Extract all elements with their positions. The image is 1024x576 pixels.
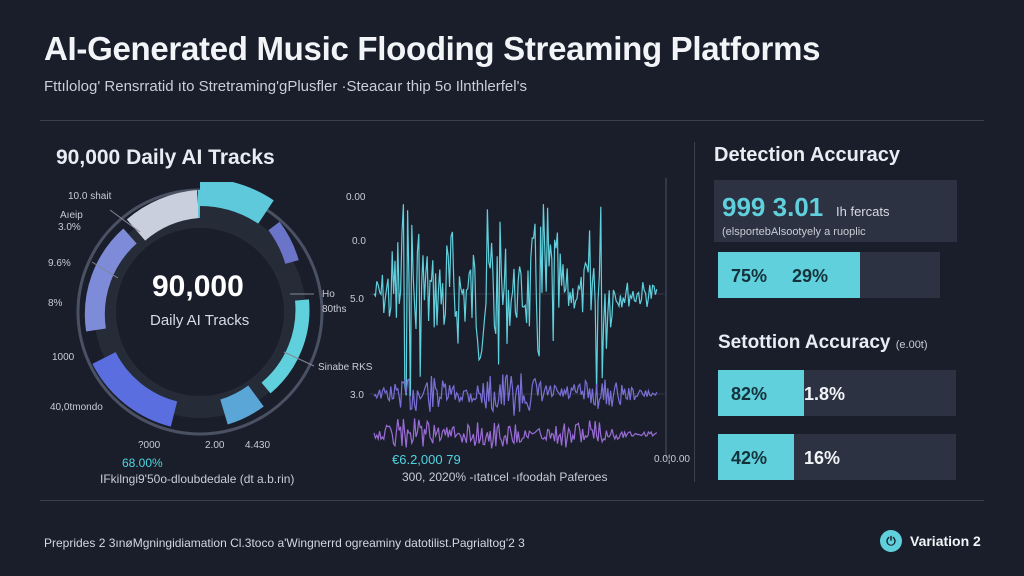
donut-label: 1000 [52, 352, 75, 363]
selection-heading-text: Setottion Accuracy [718, 332, 891, 353]
badge-label: Variation 2 [910, 533, 981, 549]
detection-bar-fill [718, 252, 861, 298]
selection-bar [718, 370, 956, 416]
donut-label: 9.6% [48, 258, 71, 269]
donut-label: 8% [48, 298, 63, 309]
donut-label: Sinabe RKS [318, 362, 373, 373]
donut-label: 10.0 shait [68, 191, 112, 202]
detection-heading: Detection Accuracy [714, 144, 900, 166]
donut-label: 80ths [322, 304, 347, 315]
donut-segment-5 [92, 351, 178, 427]
wave-value-label: €6.2,000 79 [392, 452, 461, 467]
selection-heading: Setottion Accuracy (e.00t) [718, 332, 928, 354]
wave-bottom-path [373, 418, 658, 449]
donut-segment-3 [261, 299, 310, 394]
page-subtitle: Fttılolog' Rensrratid ıto Stretraming'gP… [44, 78, 527, 95]
donut-tick: ?000 [138, 440, 161, 451]
donut-caption: IFkilngi9'50o-dloubdedale (dt a.b.rin) [100, 472, 295, 486]
detection-bar [718, 252, 940, 298]
selection-bar-label-b: 16% [804, 448, 841, 468]
donut-tick: 2.00 [205, 440, 225, 451]
donut-tick: 4.430 [245, 440, 271, 451]
power-icon: ⏻ [880, 530, 902, 552]
donut-chart [76, 182, 324, 436]
footer-text: Preprides 2 3ınøMgningidiamation Cl.3toc… [44, 536, 525, 550]
detection-card-side: Ih fercats [836, 204, 890, 219]
selection-bar-label-a: 42% [731, 448, 768, 468]
wave-y-label: 5.0 [350, 294, 364, 305]
detection-card-value: 999 3.01 [722, 192, 824, 222]
waveform-main [373, 204, 658, 397]
donut-segment-6 [84, 228, 137, 332]
waveform-bottom [373, 418, 658, 449]
wave-caption: 300, 2020% -ıtatıcel -ıfoodah Paferoes [402, 470, 608, 484]
donut-label: 3.0% [58, 222, 81, 233]
leader-line [109, 209, 141, 233]
variation-badge[interactable]: ⏻ Variation 2 [880, 530, 981, 552]
wave-main-path [373, 204, 658, 397]
donut-center-label: Daily AI Tracks [150, 312, 250, 329]
selection-heading-note: (e.00t) [895, 339, 928, 351]
page-title: AI-Generated Music Flooding Streaming Pl… [44, 30, 821, 67]
selection-bar-fill [718, 434, 795, 480]
waveform-purple [373, 373, 658, 416]
wave-x-label: 0.0¦0.00 [654, 454, 690, 465]
leader-line [91, 261, 119, 279]
waveform-chart [370, 178, 667, 458]
wave-y-label: 3.0 [350, 390, 364, 401]
divider-bottom [40, 500, 984, 501]
donut-caption-top: 68.00% [122, 456, 163, 470]
divider-vertical [694, 142, 695, 482]
donut-label: Ho [322, 289, 335, 300]
wave-purple-path [373, 373, 658, 416]
wave-y-label: 0.0 [352, 236, 366, 247]
detection-bar-label-b: 29% [792, 266, 829, 286]
selection-bar-label-b: 1.8% [804, 384, 846, 404]
selection-bar-label-a: 82% [731, 384, 768, 404]
donut-label: 40,0tmondo [50, 402, 103, 413]
donut-segment-2 [268, 221, 299, 265]
donut-segment-1 [199, 182, 274, 224]
detection-bar-label-a: 75% [731, 266, 768, 286]
inner-track [94, 206, 306, 418]
detection-card [714, 180, 957, 242]
donut-heading: 90,000 Daily AI Tracks [56, 146, 275, 169]
donut-segment-4 [219, 385, 264, 425]
detection-card-note: (elsportebAlsootyely a ruoplic [722, 226, 866, 238]
donut-center-value: 90,000 [152, 270, 244, 303]
divider-top [40, 120, 984, 121]
donut-segment-7 [126, 190, 200, 241]
selection-bar-fill [718, 370, 804, 416]
leader-line [283, 351, 315, 367]
donut-label: Aıeip [60, 210, 83, 221]
selection-bar [718, 434, 956, 480]
wave-y-label: 0.00 [346, 192, 366, 203]
